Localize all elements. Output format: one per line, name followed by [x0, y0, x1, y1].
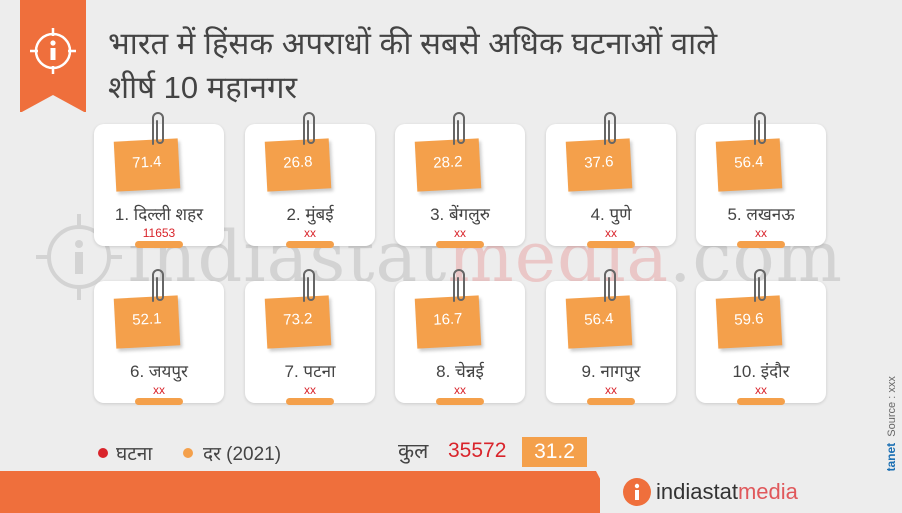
incident-count: xx: [454, 383, 466, 397]
rate-value: 73.2: [282, 310, 313, 329]
footer: indiastatmedia: [0, 471, 902, 513]
incident-count: xx: [605, 226, 617, 240]
total-rate: 31.2: [522, 437, 587, 467]
card-accent-bar: [436, 241, 484, 248]
footer-logo-text: indiastatmedia: [656, 479, 798, 504]
paperclip-icon: [453, 269, 465, 302]
incident-count: xx: [755, 226, 767, 240]
paperclip-icon: [604, 269, 616, 302]
paperclip-icon: [453, 112, 465, 145]
page-subtitle: शीर्ष 10 महानगर: [108, 70, 298, 105]
logo-icon: [623, 478, 651, 506]
incident-count: 11653: [142, 226, 176, 240]
paperclip-icon: [152, 112, 164, 145]
card-accent-bar: [587, 241, 635, 248]
city-name: 2. मुंबई: [286, 205, 334, 224]
paperclip-icon: [604, 112, 616, 145]
rate-value: 52.1: [131, 310, 162, 329]
paperclip-icon: [754, 112, 766, 145]
city-card: 16.7 8. चेन्नई xx: [395, 269, 525, 405]
incident-count: xx: [605, 383, 617, 397]
incident-count: xx: [304, 383, 316, 397]
city-card: 71.4 1. दिल्ली शहर 11653: [94, 112, 224, 248]
city-name: 8. चेन्नई: [436, 362, 484, 381]
city-card: 56.4 5. लखनऊ xx: [696, 112, 826, 248]
city-name: 10. इंदौर: [732, 362, 790, 381]
info-icon: [30, 28, 76, 74]
city-card: 26.8 2. मुंबई xx: [245, 112, 375, 248]
info-ribbon: [20, 0, 86, 113]
city-name: 5. लखनऊ: [727, 205, 795, 224]
card-accent-bar: [737, 398, 785, 405]
footer-strip: [0, 471, 610, 513]
city-card: 56.4 9. नागपुर xx: [546, 269, 676, 405]
rate-value: 26.8: [282, 153, 313, 172]
incident-count: xx: [304, 226, 316, 240]
city-name: 7. पटना: [284, 362, 336, 381]
rate-value: 71.4: [131, 153, 162, 172]
total-count: 35572: [448, 439, 507, 462]
total-label: कुल: [398, 440, 429, 463]
city-card: 59.6 10. इंदौर xx: [696, 269, 826, 405]
city-card: 28.2 3. बेंगलुरु xx: [395, 112, 525, 248]
rate-value: 16.7: [432, 310, 463, 329]
watermark-icon: [36, 214, 122, 300]
city-card: 73.2 7. पटना xx: [245, 269, 375, 405]
card-accent-bar: [737, 241, 785, 248]
source-label: Source : xxx: [886, 376, 898, 437]
card-accent-bar: [436, 398, 484, 405]
incidents-legend-dot: [98, 448, 108, 458]
city-card: 37.6 4. पुणे xx: [546, 112, 676, 248]
paperclip-icon: [754, 269, 766, 302]
rate-value: 59.6: [733, 310, 764, 329]
city-name: 9. नागपुर: [581, 362, 641, 381]
city-name: 3. बेंगलुरु: [430, 205, 490, 224]
legend-rate: दर (2021): [203, 444, 282, 465]
rate-value: 56.4: [733, 153, 764, 172]
city-name: 4. पुणे: [590, 205, 632, 224]
rate-value: 56.4: [583, 310, 614, 329]
card-accent-bar: [135, 241, 183, 248]
rate-legend-dot: [183, 448, 193, 458]
card-accent-bar: [135, 398, 183, 405]
paperclip-icon: [303, 112, 315, 145]
paperclip-icon: [303, 269, 315, 302]
card-accent-bar: [587, 398, 635, 405]
city-card: 52.1 6. जयपुर xx: [94, 269, 224, 405]
city-name: 6. जयपुर: [130, 362, 188, 381]
incident-count: xx: [153, 383, 165, 397]
card-accent-bar: [286, 241, 334, 248]
incident-count: xx: [454, 226, 466, 240]
incident-count: xx: [755, 383, 767, 397]
paperclip-icon: [152, 269, 164, 302]
legend-incidents: घटना: [116, 444, 153, 465]
rate-value: 37.6: [583, 153, 614, 172]
card-accent-bar: [286, 398, 334, 405]
rate-value: 28.2: [432, 153, 463, 172]
city-name: 1. दिल्ली शहर: [114, 205, 204, 224]
page-title: भारत में हिंसक अपराधों की सबसे अधिक घटना…: [108, 26, 718, 61]
